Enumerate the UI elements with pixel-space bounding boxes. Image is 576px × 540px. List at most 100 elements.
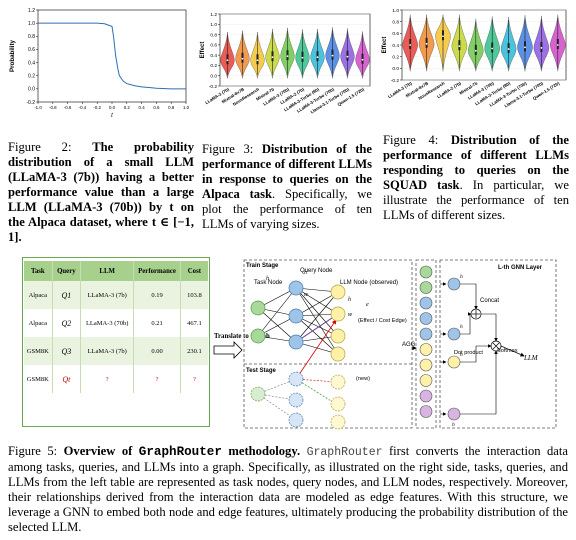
x-tick-label: -0.2 [93, 105, 101, 110]
y-tick-label: 0.8 [392, 19, 399, 25]
y-tick-label: 0.0 [392, 66, 399, 72]
test-query-node [288, 371, 304, 387]
path-llm-dot [460, 344, 492, 363]
median-dot-2 [442, 35, 444, 38]
gnn-node [447, 277, 461, 291]
median-dot-8 [540, 47, 543, 49]
x-tick-label: 0.0 [109, 105, 116, 110]
test-task-node [250, 386, 266, 402]
fig3-caption: Figure 3: Distribution of the performanc… [202, 142, 372, 231]
y-tick-label: 0.2 [210, 63, 217, 69]
math-symbol: h [460, 324, 463, 330]
math-symbol: w [304, 292, 309, 298]
test-llm-node [330, 396, 346, 412]
x-tick-label: 0.2 [124, 105, 131, 110]
llm-node-label: LLM Node (observed) [340, 280, 398, 286]
graphrouter-diagram: Translate to Graph Train Stage Test Stag… [213, 259, 557, 430]
query-llm-edge [295, 315, 339, 337]
iqr-box-2 [256, 54, 259, 65]
llm-node [330, 346, 346, 362]
y-tick-label: 0.0 [210, 74, 217, 80]
test-task-query-edge [257, 393, 297, 421]
task-query-edge [257, 307, 297, 343]
concat-label: Concat [480, 298, 499, 304]
gnn-node [447, 355, 461, 369]
median-dot-1 [425, 42, 428, 45]
train-stage-label: Train Stage [246, 263, 279, 269]
test-query-node [288, 412, 304, 428]
translate-label: Translate to Graph [214, 333, 270, 340]
query-node [288, 280, 304, 296]
path-edge-dot [460, 350, 498, 415]
task-node-label: Task Node [254, 280, 283, 286]
new-edge-red-dashed [295, 378, 337, 383]
th-llm: LLM [80, 261, 135, 281]
y-tick-label: -0.2 [209, 84, 218, 90]
softmax-label: Softmax [497, 348, 518, 354]
x-tick-label: -0.4 [79, 105, 87, 110]
query-llm-edge [295, 291, 339, 317]
th-cost: Cost [180, 261, 208, 281]
translate-arrow [213, 341, 243, 359]
math-symbol: h [460, 352, 463, 358]
task-query-edge [257, 287, 297, 337]
query-llm-edge [295, 287, 339, 315]
y-axis-label: Probability [9, 39, 16, 72]
y-tick-label: -0.2 [391, 78, 400, 84]
agg-node [419, 405, 433, 418]
y-tick-label: 0.0 [28, 87, 35, 93]
iqr-box-3 [458, 40, 461, 51]
median-dot-6 [316, 56, 319, 59]
iqr-box-8 [346, 50, 349, 61]
math-symbol: h [452, 422, 455, 428]
query-node-label: Query Node [300, 268, 333, 274]
agg-node [419, 327, 433, 341]
path-concat-2 [460, 312, 472, 335]
median-dot-2 [256, 59, 259, 62]
y-axis-label: Effect [382, 37, 388, 54]
y-tick-label: 1.0 [28, 21, 35, 27]
y-tick-label: 0.4 [392, 43, 399, 49]
iqr-box-8 [540, 41, 543, 52]
llm-node [330, 306, 346, 322]
dot-x2 [492, 342, 500, 350]
category-label-9: Qwen-1.5 (72b) [336, 86, 365, 107]
agg-node [419, 389, 433, 403]
math-symbol: h [348, 297, 351, 303]
path-concat-1 [460, 283, 478, 310]
x-tick-label: 0.4 [139, 105, 146, 110]
iqr-box-3 [271, 51, 274, 62]
new-label: (new) [356, 376, 370, 382]
th-task: Task [24, 261, 53, 281]
test-llm-node [330, 414, 346, 430]
y-tick-label: 0.2 [392, 54, 399, 60]
agg-node [419, 265, 433, 279]
median-dot-9 [361, 58, 364, 61]
iqr-box-0 [226, 54, 229, 65]
agg-node [419, 296, 433, 310]
query-llm-edge [295, 287, 339, 355]
median-dot-3 [458, 45, 461, 48]
table-row: GSM8K Qt ? ? ? [24, 365, 208, 393]
y-tick-label: 0.6 [210, 43, 217, 49]
y-tick-label: 0.6 [28, 47, 35, 53]
agg-node [419, 312, 433, 325]
y-axis-label: Effect [200, 42, 206, 59]
th-query: Query [52, 261, 82, 281]
x-tick-label: -0.8 [49, 105, 57, 110]
median-dot-5 [491, 47, 494, 50]
llm-node [330, 328, 346, 344]
query-llm-edge [295, 291, 339, 343]
median-dot-6 [507, 48, 510, 50]
iqr-box-1 [241, 52, 244, 63]
iqr-box-9 [556, 39, 559, 49]
y-tick-label: 0.6 [392, 31, 399, 37]
agg-node [419, 374, 433, 387]
iqr-box-2 [442, 30, 444, 41]
test-stage-label: Test Stage [246, 368, 277, 374]
table-row: Alpaca Q2 LLaMA-3 (70b) 0.21 467.1 [24, 309, 208, 337]
x-tick-label: 0.8 [168, 105, 175, 110]
task-node [250, 328, 266, 344]
agg-node [419, 358, 433, 372]
